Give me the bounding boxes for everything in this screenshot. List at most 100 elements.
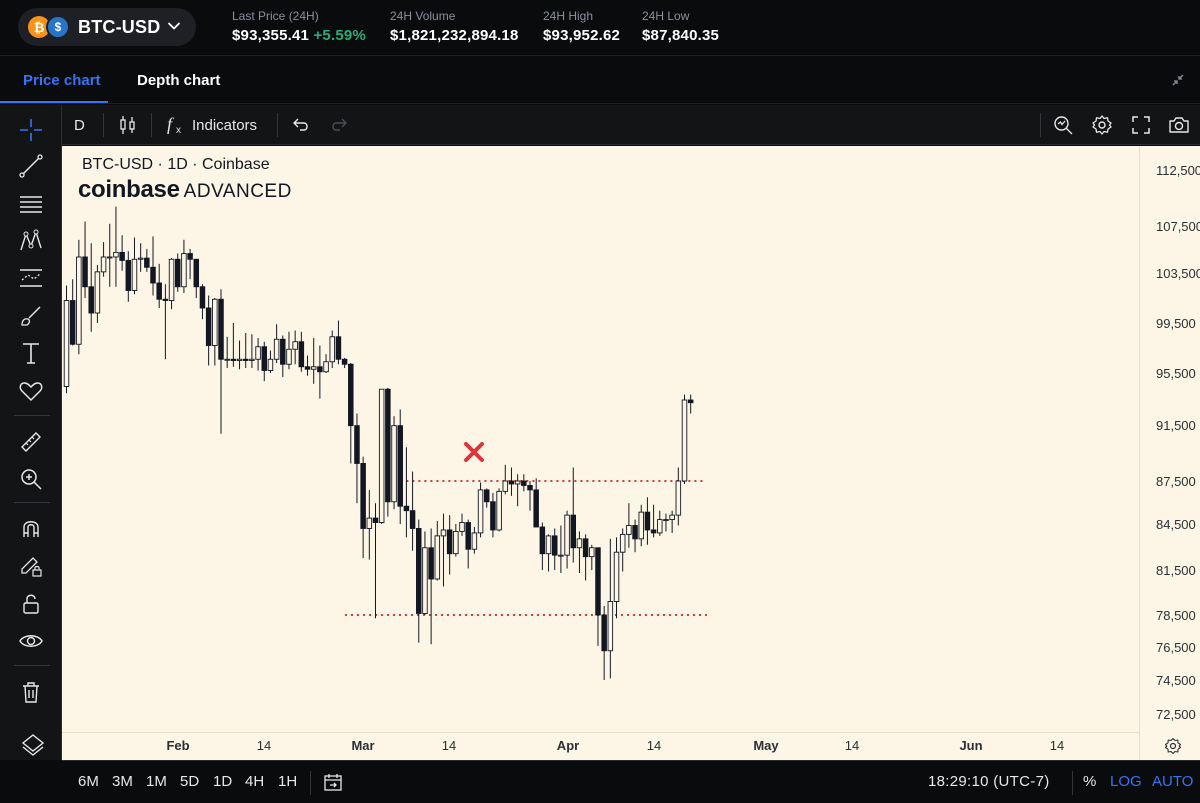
text-tool[interactable] [16,338,46,368]
brand-subtitle: ADVANCED [183,181,292,202]
candle [94,264,101,323]
x-tick: Apr [556,738,580,753]
y-tick: 84,500 [1156,517,1196,532]
pattern-tool[interactable] [16,226,46,256]
pair-label: BTC-USD [78,16,161,37]
timeframe-1m[interactable]: 1M [146,773,167,790]
stat-low: 24H Low $87,840.35 [642,9,719,44]
brush-icon [21,306,41,326]
stat-high: 24H High $93,952.62 [543,9,620,44]
visibility-tool[interactable] [16,626,46,656]
candle [589,544,595,570]
market-header: ₿ $ BTC-USD Last Price (24H) $93,355.41 … [0,0,1200,56]
log-scale-toggle[interactable]: LOG [1110,773,1142,790]
auto-scale-toggle[interactable]: AUTO [1152,773,1194,790]
lock-drawing-tool[interactable] [16,551,46,581]
brush-tool[interactable] [16,301,46,331]
layers-tool[interactable] [18,730,48,760]
candle [477,482,484,538]
candle [483,488,490,508]
percent-scale-toggle[interactable]: % [1083,773,1097,790]
candle [218,289,224,434]
tab-depth-chart[interactable]: Depth chart [137,72,221,89]
candle [366,489,373,560]
favorite-tool[interactable] [16,376,46,406]
stat-value: $87,840.35 [642,27,720,44]
chart-type-button[interactable] [117,113,139,137]
candle [335,320,342,365]
price-chart[interactable]: BTC-USD · 1D · Coinbase coinbase ADVANCED… [62,146,1200,760]
prediction-tool[interactable] [16,263,46,293]
candle [397,409,403,525]
candle [576,531,583,573]
settings-button[interactable] [1091,113,1113,137]
quick-search-button[interactable] [1052,113,1074,137]
zoom-in-icon [21,469,42,490]
candle [230,323,237,367]
y-tick: 112,500 [1156,163,1200,178]
candle [137,243,144,272]
y-axis-line [1139,146,1140,760]
x-tick: Feb [166,738,190,753]
delete-tool[interactable] [16,677,46,707]
candle [199,284,206,320]
candle [607,538,614,679]
bottom-divider [310,771,311,795]
zoom-tool[interactable] [16,464,46,494]
timeframe-1h[interactable]: 1H [278,773,298,790]
trend-line-tool[interactable] [16,151,46,181]
y-tick: 74,500 [1156,673,1196,688]
redo-button[interactable] [328,113,350,137]
timeframe-4h[interactable]: 4H [245,773,265,790]
x-tick: 14 [844,738,860,753]
candle [236,340,243,370]
candle [687,394,694,414]
candle [348,363,354,464]
candle [601,606,607,680]
magnet-icon [23,521,39,537]
price-change: +5.59% [313,27,366,44]
candle [224,336,230,368]
candle [558,525,564,573]
screenshot-button[interactable] [1168,113,1190,137]
measure-tool[interactable] [16,427,46,457]
tab-price-chart[interactable]: Price chart [23,72,101,89]
x-tick: Mar [351,738,375,753]
active-tab-indicator [0,101,108,103]
calendar-icon[interactable] [322,771,344,793]
undo-button[interactable] [290,113,312,137]
pattern-icon [20,229,42,251]
last-price-value: $93,355.41 [232,27,310,44]
candle [168,258,175,310]
candle [422,531,428,615]
timeframe-1d[interactable]: 1D [213,773,233,790]
timeframe-3m[interactable]: 3M [112,773,133,790]
candle [372,503,379,619]
pair-selector[interactable]: ₿ $ BTC-USD [18,8,196,46]
candle [82,221,88,298]
candle [663,513,669,532]
trend-line-icon [19,154,43,178]
interval-button[interactable]: D [74,116,85,134]
fib-tool[interactable] [16,189,46,219]
magnet-tool[interactable] [16,513,46,543]
timeframe-5d[interactable]: 5D [180,773,200,790]
lock-tool[interactable] [16,589,46,619]
y-tick: 78,500 [1156,608,1196,623]
candle [341,358,348,368]
candle [650,504,657,538]
crosshair-tool[interactable] [16,115,46,145]
toolbar-footer [0,760,62,803]
clock-display[interactable]: 18:29:10 (UTC-7) [928,773,1050,790]
collapse-icon[interactable] [1172,74,1184,86]
fullscreen-button[interactable] [1130,113,1152,137]
timeframe-6m[interactable]: 6M [78,773,99,790]
candlestick-icon [120,116,135,134]
axis-settings-icon[interactable] [1164,737,1182,755]
candle [249,334,255,368]
svg-text:x: x [176,125,181,136]
horizontal-lines-icon [20,196,42,213]
candle [391,416,397,510]
